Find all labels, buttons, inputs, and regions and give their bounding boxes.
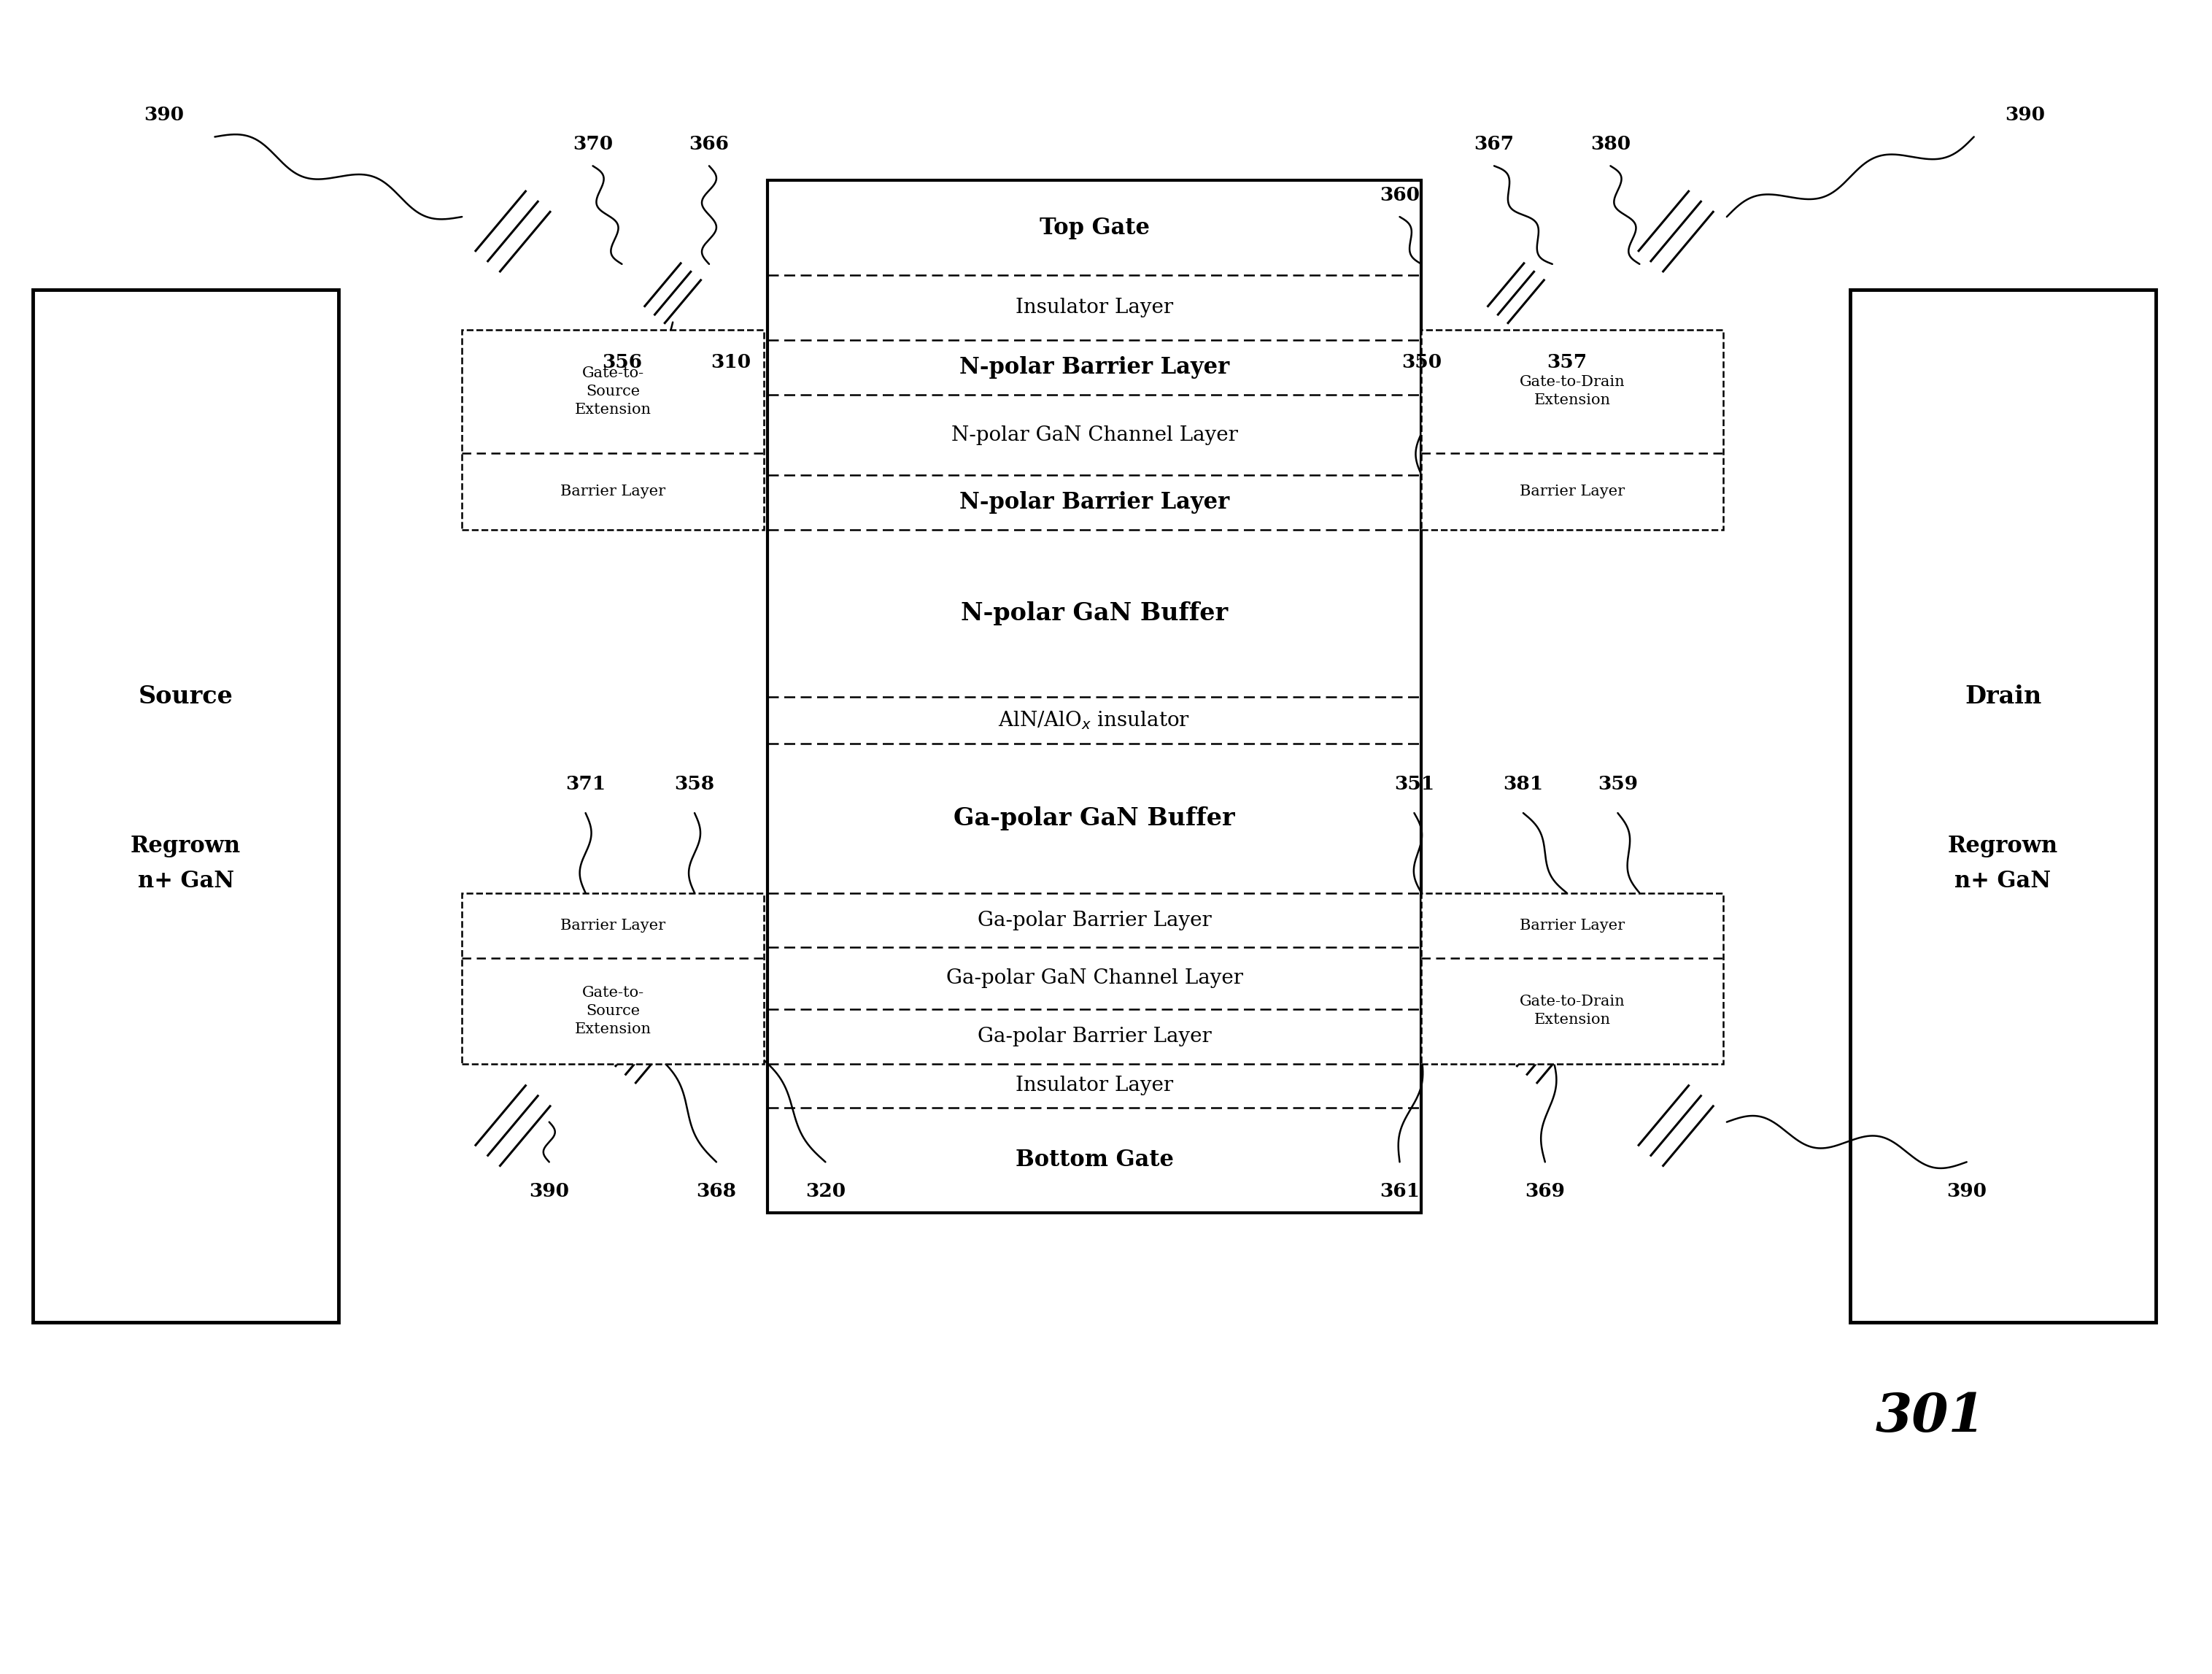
Text: 361: 361 [1380, 1182, 1420, 1200]
Text: Gate-to-Drain
Extension: Gate-to-Drain Extension [1520, 375, 1626, 407]
Text: Ga-polar Barrier Layer: Ga-polar Barrier Layer [978, 1026, 1212, 1046]
Text: 351: 351 [1394, 775, 1433, 793]
Bar [462, 330, 763, 529]
Text: 368: 368 [697, 1182, 737, 1200]
Text: 356: 356 [602, 353, 641, 372]
Text: 369: 369 [1524, 1182, 1566, 1200]
Text: Barrier Layer: Barrier Layer [560, 919, 666, 932]
Text: AlN/AlO$_x$ insulator: AlN/AlO$_x$ insulator [998, 710, 1190, 732]
Bar [462, 892, 763, 1065]
Text: Barrier Layer: Barrier Layer [1520, 484, 1626, 499]
Text: 366: 366 [690, 136, 730, 154]
Text: Barrier Layer: Barrier Layer [1520, 919, 1626, 932]
Text: Top Gate: Top Gate [1040, 216, 1150, 239]
Text: Gate-to-
Source
Extension: Gate-to- Source Extension [575, 367, 650, 417]
Text: Regrown
n+ GaN: Regrown n+ GaN [131, 835, 241, 892]
Text: 371: 371 [566, 775, 606, 793]
Text: 370: 370 [573, 136, 613, 154]
Text: 390: 390 [1947, 1182, 1986, 1200]
Text: Gate-to-Drain
Extension: Gate-to-Drain Extension [1520, 994, 1626, 1026]
Bar [1422, 330, 1723, 529]
Text: N-polar Barrier Layer: N-polar Barrier Layer [960, 490, 1230, 514]
Text: N-polar Barrier Layer: N-polar Barrier Layer [960, 357, 1230, 378]
Text: 359: 359 [1597, 775, 1637, 793]
Text: Drain: Drain [1964, 685, 2042, 708]
Text: Barrier Layer: Barrier Layer [560, 484, 666, 499]
Text: Insulator Layer: Insulator Layer [1015, 298, 1172, 318]
Text: 360: 360 [1380, 186, 1420, 204]
Text: Ga-polar GaN Buffer: Ga-polar GaN Buffer [953, 807, 1234, 830]
Text: 358: 358 [675, 775, 714, 793]
Text: N-polar GaN Channel Layer: N-polar GaN Channel Layer [951, 425, 1239, 445]
Text: Gate-to-
Source
Extension: Gate-to- Source Extension [575, 986, 650, 1036]
Text: 381: 381 [1504, 775, 1544, 793]
Bar [1851, 290, 2157, 1322]
Bar [768, 181, 1422, 1214]
Text: 390: 390 [144, 105, 184, 124]
Text: Ga-polar GaN Channel Layer: Ga-polar GaN Channel Layer [947, 969, 1243, 988]
Text: Ga-polar Barrier Layer: Ga-polar Barrier Layer [978, 911, 1212, 931]
Text: Bottom Gate: Bottom Gate [1015, 1148, 1175, 1172]
Text: N-polar GaN Buffer: N-polar GaN Buffer [960, 601, 1228, 624]
Text: 367: 367 [1473, 136, 1515, 154]
Text: Source: Source [139, 685, 232, 708]
Text: Insulator Layer: Insulator Layer [1015, 1076, 1172, 1095]
Text: 357: 357 [1546, 353, 1586, 372]
Text: 350: 350 [1402, 353, 1442, 372]
Bar [33, 290, 338, 1322]
Text: 320: 320 [805, 1182, 845, 1200]
Text: Regrown
n+ GaN: Regrown n+ GaN [1949, 835, 2057, 892]
Text: 380: 380 [1590, 136, 1630, 154]
Text: 390: 390 [2004, 105, 2044, 124]
Text: 301: 301 [1876, 1391, 1986, 1443]
Text: 310: 310 [710, 353, 752, 372]
Bar [1422, 892, 1723, 1065]
Text: 390: 390 [529, 1182, 568, 1200]
